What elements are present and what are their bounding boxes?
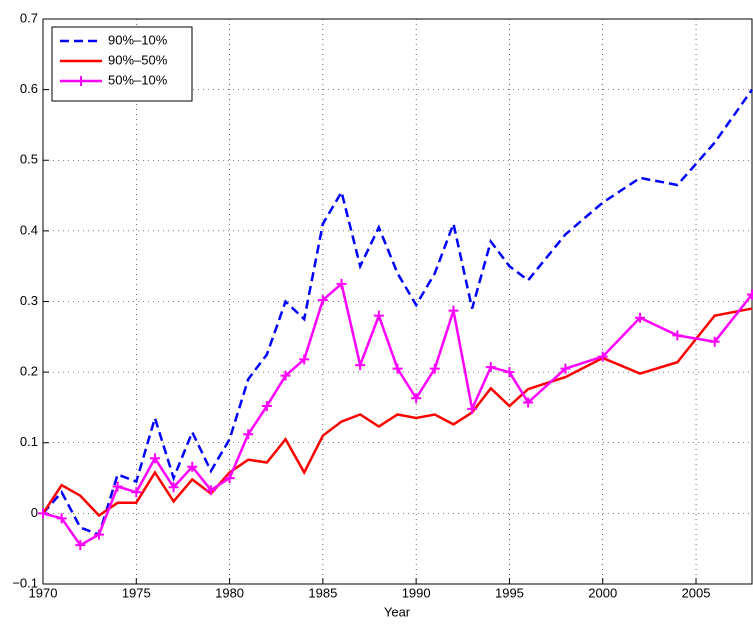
marker [299,354,310,365]
y-tick-label: 0.2 [20,364,38,379]
x-tick-label: 1995 [495,585,524,600]
marker [635,312,646,323]
y-tick-label: 0.1 [20,434,38,449]
marker [56,513,67,524]
marker [205,485,216,496]
marker [411,393,422,404]
legend-label: 90%–10% [108,32,168,47]
marker [131,487,142,498]
marker [336,278,347,289]
marker [467,403,478,414]
marker [75,540,86,551]
marker [560,363,571,374]
x-tick-label: 1980 [215,585,244,600]
x-axis-label: Year [384,604,411,619]
marker [709,336,720,347]
legend-label: 90%–50% [108,52,168,67]
marker [280,370,291,381]
x-tick-label: 2005 [682,585,711,600]
marker [429,363,440,374]
marker [355,360,366,371]
marker [261,401,272,412]
marker [448,305,459,316]
marker [523,397,534,408]
marker [597,351,608,362]
marker [672,330,683,341]
y-tick-label: 0.6 [20,81,38,96]
y-tick-label: 0.4 [20,222,38,237]
marker [168,482,179,493]
y-tick-label: 0.7 [20,10,38,25]
marker [243,429,254,440]
x-tick-label: 1975 [122,585,151,600]
marker [485,362,496,373]
marker [373,310,384,321]
marker [149,453,160,464]
legend-box [51,26,193,102]
x-tick-label: 1970 [29,585,58,600]
marker [38,508,48,519]
x-tick-label: 1990 [402,585,431,600]
x-tick-label: 2000 [588,585,617,600]
marker [112,481,123,492]
marker [187,461,198,472]
marker [392,363,403,374]
y-tick-label: 0.5 [20,152,38,167]
marker [93,529,104,540]
marker [317,295,328,306]
marker [504,367,515,378]
y-tick-label: −0.1 [12,575,38,590]
x-tick-label: 1985 [308,585,337,600]
marker [224,473,235,484]
marker [747,289,753,300]
y-tick-label: 0.3 [20,293,38,308]
legend-label: 50%–10% [108,72,168,87]
plot-frame [42,18,753,585]
y-tick-label: 0 [31,505,38,520]
legend-marker [76,76,86,86]
series-line [41,307,753,518]
